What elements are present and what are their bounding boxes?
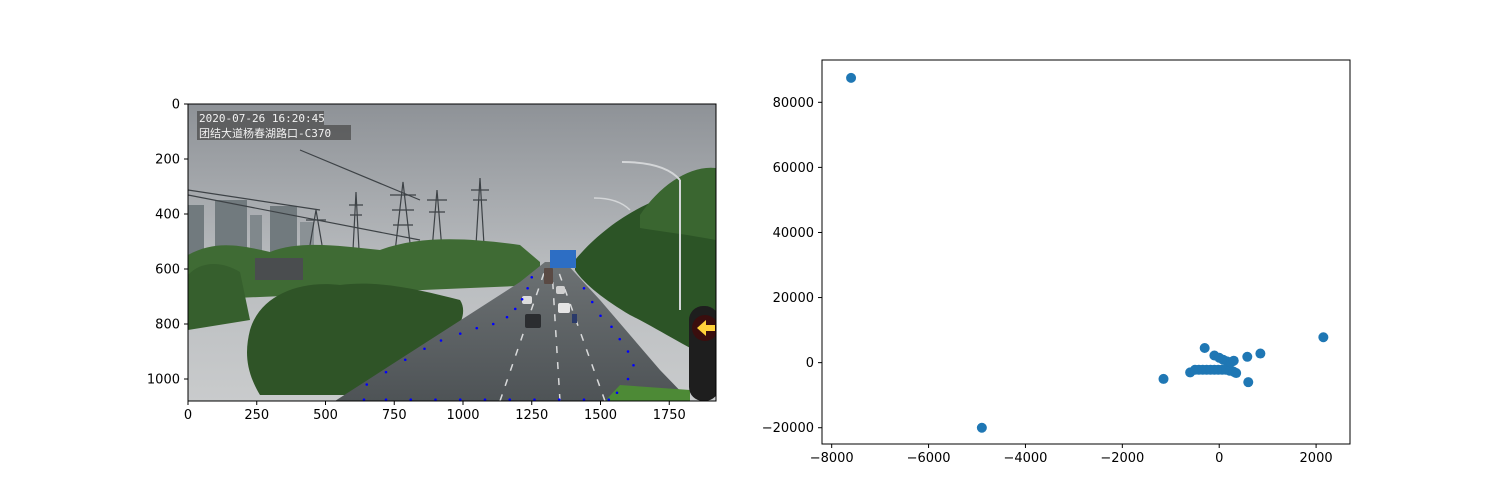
image-axes-frame xyxy=(187,103,717,402)
scatter-point xyxy=(1318,332,1329,343)
overlay-point xyxy=(607,398,611,401)
x-tick-label: 1500 xyxy=(584,408,617,423)
overlay-point xyxy=(483,398,487,401)
y-tick-label: 800 xyxy=(155,318,180,333)
scatter-point xyxy=(1199,343,1210,353)
overlay-point xyxy=(610,325,613,329)
y-tick-label: 0 xyxy=(806,356,814,371)
overlay-point xyxy=(475,326,479,330)
overlay-point xyxy=(626,377,630,381)
overlay-point xyxy=(618,337,622,341)
overlay-point xyxy=(365,383,369,386)
overlay-point xyxy=(530,275,534,279)
overlay-point xyxy=(520,297,524,301)
camera-image-panel: 2020-07-26 16:20:45 团结大道杨春湖路口-C370 0 250 5… xyxy=(147,98,717,423)
x-tick-label: −8000 xyxy=(810,451,854,466)
overlay-point xyxy=(423,347,426,351)
vehicles xyxy=(522,268,577,328)
overlay-point xyxy=(384,370,388,374)
x-tick-label: 1250 xyxy=(515,408,548,423)
overlay-point xyxy=(582,398,586,401)
overlay-point xyxy=(533,398,536,401)
overlay-point xyxy=(458,332,462,335)
y-tick-label: 600 xyxy=(155,263,180,278)
y-tick-label: 0 xyxy=(172,98,180,113)
scatter-axes-frame xyxy=(821,59,1351,445)
x-tick-label: 0 xyxy=(1215,451,1223,466)
overlay-point xyxy=(505,315,509,319)
overlay-points xyxy=(362,275,635,401)
y-tick-label: 40000 xyxy=(773,226,814,241)
x-tick-label: 750 xyxy=(382,408,407,423)
scatter-point xyxy=(1242,351,1253,362)
x-tick-label: 1750 xyxy=(653,408,686,423)
y-tick-label: 80000 xyxy=(773,96,814,111)
overlay-point xyxy=(599,314,602,318)
overlay-point xyxy=(557,398,561,401)
y-tick-label: 400 xyxy=(155,208,180,223)
camera-photo: 2020-07-26 16:20:45 团结大道杨春湖路口-C370 xyxy=(188,104,716,401)
x-tick-label: 1000 xyxy=(446,408,479,423)
scatter-point xyxy=(1158,373,1169,384)
traffic-signal xyxy=(689,306,716,401)
y-tick-label: 1000 xyxy=(147,373,180,388)
overlay-point xyxy=(409,398,413,401)
x-tick-label: −6000 xyxy=(907,451,951,466)
x-tick-label: 250 xyxy=(244,408,269,423)
scatter-point xyxy=(846,72,857,83)
y-tick-label: 200 xyxy=(155,153,180,168)
y-tick-label: 20000 xyxy=(773,291,814,306)
gantry-sign xyxy=(255,258,303,280)
scatter-point xyxy=(1243,377,1254,388)
road-sign xyxy=(550,250,576,268)
overlay-point xyxy=(384,398,388,401)
overlay-point xyxy=(508,398,512,401)
overlay-point xyxy=(403,358,407,362)
scatter-points xyxy=(846,72,1329,433)
scatter-point xyxy=(976,422,987,433)
image-y-ticks: 0 200 400 600 800 1000 xyxy=(147,98,188,388)
overlay-point xyxy=(491,322,495,326)
x-tick-label: 500 xyxy=(313,408,338,423)
camera-timestamp: 2020-07-26 16:20:45 xyxy=(199,112,325,125)
overlay-point xyxy=(362,398,366,401)
scatter-point xyxy=(1255,348,1266,359)
x-tick-label: −2000 xyxy=(1100,451,1144,466)
x-tick-label: 0 xyxy=(184,408,192,423)
overlay-point xyxy=(513,307,517,311)
camera-location: 团结大道杨春湖路口-C370 xyxy=(199,126,331,140)
overlay-point xyxy=(626,350,630,353)
overlay-point xyxy=(526,286,529,290)
scatter-y-ticks: −20000 0 20000 40000 60000 80000 xyxy=(762,96,822,436)
overlay-point xyxy=(582,286,586,290)
x-tick-label: 2000 xyxy=(1300,451,1333,466)
road xyxy=(335,262,690,401)
scatter-x-ticks: −8000 −6000 −4000 −2000 0 2000 xyxy=(810,444,1333,466)
caption-bg-1 xyxy=(197,111,324,125)
overlay-point xyxy=(632,363,635,367)
overlay-point xyxy=(615,391,619,395)
y-tick-label: −20000 xyxy=(762,421,814,436)
y-tick-label: 60000 xyxy=(773,161,814,176)
scatter-point xyxy=(1228,355,1239,366)
caption-bg-2 xyxy=(197,125,351,140)
overlay-point xyxy=(590,300,594,304)
overlay-point xyxy=(434,398,437,401)
overlay-point xyxy=(439,339,443,342)
scatter-panel: −8000 −6000 −4000 −2000 0 2000 −2000002000040… xyxy=(762,59,1351,466)
x-tick-label: −4000 xyxy=(1003,451,1047,466)
power-towers xyxy=(188,149,489,253)
scatter-point xyxy=(1231,368,1242,379)
overlay-point xyxy=(458,398,462,401)
image-x-ticks: 0 250 500 750 1000 1250 1500 1750 xyxy=(184,401,686,423)
